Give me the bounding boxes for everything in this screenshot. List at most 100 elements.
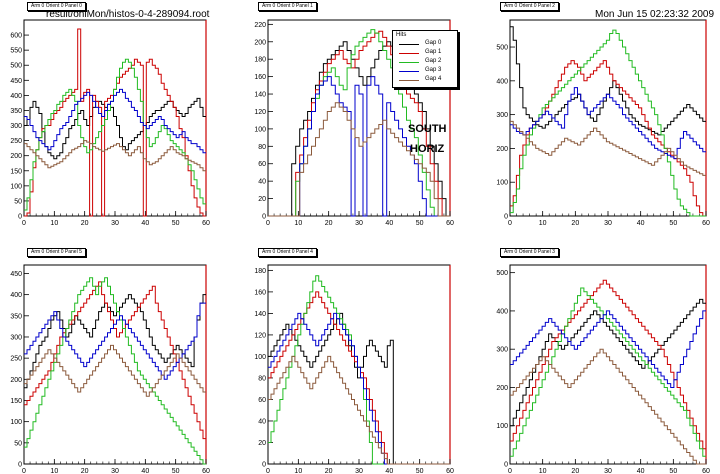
x-tick-label: 40 [141, 468, 149, 474]
plot-frame [267, 264, 451, 465]
x-tick-label: 60 [702, 220, 710, 227]
x-tick-label: 60 [702, 468, 710, 474]
x-tick-label: 40 [141, 220, 149, 227]
histogram-series-gap0 [268, 41, 450, 217]
x-tick-label: 40 [637, 220, 645, 227]
y-tick-label: 220 [254, 22, 266, 29]
x-tick-label: 60 [202, 468, 210, 474]
panel-title-1: Arm 0 Orient 0 Panel 1 [258, 2, 317, 11]
x-tick-label: 10 [294, 468, 302, 474]
plot-frame [509, 19, 707, 217]
y-tick-label: 300 [10, 123, 22, 130]
y-tick-label: 20 [258, 440, 266, 447]
x-tick-label: 0 [266, 220, 270, 227]
y-tick-label: 140 [254, 311, 266, 318]
y-tick-label: 100 [10, 183, 22, 190]
y-tick-label: 500 [10, 63, 22, 70]
histogram-series-gap3 [510, 87, 706, 160]
x-tick-label: 50 [416, 220, 424, 227]
x-tick-label: 30 [355, 220, 363, 227]
y-tick-label: 450 [10, 78, 22, 85]
panel-title-0: Arm 0 Orient 0 Panel 0 [27, 2, 86, 11]
y-tick-label: 550 [10, 48, 22, 55]
y-tick-label: 100 [496, 423, 508, 430]
y-tick-label: 600 [10, 33, 22, 40]
histogram-series-gap4 [510, 348, 706, 465]
y-tick-label: 350 [10, 313, 22, 320]
x-tick-label: 50 [416, 468, 424, 474]
histogram-series-gap2 [24, 58, 206, 211]
panel-title-5: Arm 0 Orient 0 Panel 5 [27, 248, 86, 257]
y-tick-label: 350 [10, 108, 22, 115]
x-tick-label: 60 [446, 220, 454, 227]
panel-title-3: Arm 0 Orient 0 Panel 3 [500, 248, 559, 257]
histogram-series-gap4 [24, 140, 206, 172]
x-tick-label: 30 [111, 468, 119, 474]
y-tick-label: 0 [504, 214, 508, 221]
legend: Hits Gap 0 Gap 1 Gap 2 Gap 3 Gap 4 [392, 30, 458, 88]
x-tick-label: 30 [604, 468, 612, 474]
x-tick-label: 20 [571, 468, 579, 474]
x-tick-label: 0 [508, 220, 512, 227]
histogram-series-gap1 [268, 30, 450, 217]
y-tick-label: 200 [496, 146, 508, 153]
x-tick-label: 0 [266, 468, 270, 474]
histogram-series-gap2 [510, 287, 706, 457]
y-tick-label: 100 [496, 180, 508, 187]
legend-entry-gap0: Gap 0 [393, 40, 457, 49]
y-tick-label: 80 [258, 375, 266, 382]
y-tick-label: 0 [18, 214, 22, 221]
x-tick-label: 20 [325, 220, 333, 227]
histogram-series-gap4 [268, 102, 450, 217]
x-tick-label: 20 [81, 220, 89, 227]
panel-title-4: Arm 0 Orient 0 Panel 4 [258, 248, 317, 257]
plot-frame [23, 264, 207, 465]
histogram-series-gap1 [510, 279, 706, 450]
x-tick-label: 0 [22, 468, 26, 474]
y-tick-label: 300 [496, 347, 508, 354]
histogram-series-gap0 [510, 298, 706, 427]
y-tick-label: 50 [14, 440, 22, 447]
x-tick-label: 30 [111, 220, 119, 227]
x-tick-label: 20 [81, 468, 89, 474]
x-tick-label: 50 [669, 220, 677, 227]
panel-title-2: Arm 0 Orient 0 Panel 2 [500, 2, 559, 11]
y-tick-label: 180 [254, 57, 266, 64]
y-tick-label: 100 [254, 354, 266, 361]
y-tick-label: 50 [14, 198, 22, 205]
y-tick-label: 120 [254, 332, 266, 339]
histogram-series-gap3 [24, 302, 206, 380]
x-tick-label: 0 [508, 468, 512, 474]
histogram-series-gap4 [24, 344, 206, 397]
y-tick-label: 0 [262, 462, 266, 469]
y-tick-label: 40 [258, 179, 266, 186]
y-tick-label: 0 [262, 214, 266, 221]
y-tick-label: 400 [10, 93, 22, 100]
histogram-series-gap2 [24, 277, 206, 465]
histogram-series-gap3 [510, 310, 706, 388]
x-tick-label: 10 [539, 468, 547, 474]
histogram-series-gap4 [510, 120, 706, 176]
y-tick-label: 400 [496, 308, 508, 315]
x-tick-label: 60 [446, 468, 454, 474]
y-tick-label: 500 [496, 270, 508, 277]
x-tick-label: 30 [355, 468, 363, 474]
x-tick-label: 40 [385, 468, 393, 474]
y-tick-label: 400 [496, 78, 508, 85]
y-tick-label: 500 [496, 45, 508, 52]
y-tick-label: 150 [10, 398, 22, 405]
y-tick-label: 120 [254, 109, 266, 116]
y-tick-label: 250 [10, 138, 22, 145]
y-tick-label: 200 [496, 385, 508, 392]
x-tick-label: 20 [325, 468, 333, 474]
overlay-south: SOUTH [408, 123, 447, 135]
x-tick-label: 20 [571, 220, 579, 227]
x-tick-label: 10 [50, 468, 58, 474]
y-tick-label: 40 [258, 418, 266, 425]
y-tick-label: 0 [504, 462, 508, 469]
x-tick-label: 10 [539, 220, 547, 227]
y-tick-label: 0 [18, 462, 22, 469]
overlay-horiz: HORIZ [410, 143, 445, 155]
y-tick-label: 160 [254, 74, 266, 81]
